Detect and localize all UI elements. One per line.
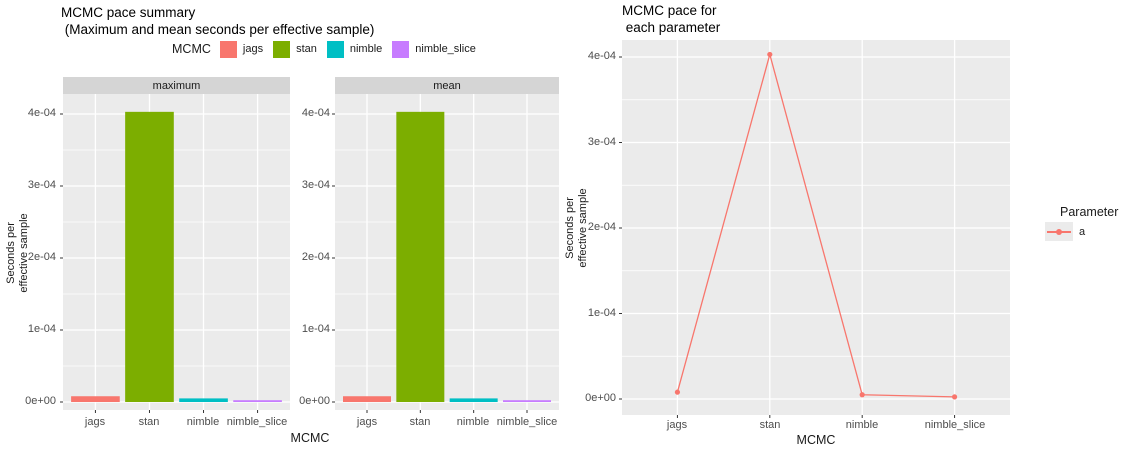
x-tick-label: nimble_slice (226, 416, 288, 428)
y-tick-label: 1e-04 (587, 307, 616, 319)
x-tick-label: nimble (456, 416, 490, 428)
y-tick-label: 0e+00 (25, 395, 56, 407)
y-tick-label: 4e-04 (301, 107, 330, 119)
legend-label: stan (296, 43, 317, 55)
legend-label: nimble (349, 43, 383, 55)
bar-chart-title: MCMC pace summary (Maximum and mean seco… (61, 5, 375, 37)
facet-strip-mean: mean (335, 77, 559, 94)
plot-panel-maximum (60, 94, 290, 413)
y-tick-label: 0e+00 (585, 392, 616, 404)
facet-strip-label: maximum (152, 79, 201, 92)
legend-label: nimble_slice (415, 43, 476, 55)
legend-item-nimble: nimble (326, 40, 383, 58)
x-tick-label: stan (759, 419, 781, 431)
pace-line (619, 40, 1010, 418)
x-tick-label: nimble_slice (924, 419, 986, 431)
legend-item-stan: stan (273, 40, 317, 58)
y-tick-label: 1e-04 (27, 323, 56, 335)
legend-key-dot (1056, 228, 1062, 235)
y-tick-label: 2e-04 (587, 221, 616, 233)
x-tick-label: stan (138, 416, 160, 428)
parameter-legend: Parameter a (1045, 205, 1125, 241)
y-tick-label: 3e-04 (587, 136, 616, 148)
x-tick-label: jags (356, 416, 378, 428)
nimble-slice-color-swatch (392, 40, 410, 58)
plot-panel-parameter (619, 40, 1010, 418)
bar-chart: MCMC pace summary (Maximum and mean seco… (0, 0, 560, 450)
mcmc-legend: MCMC jags stan nimble nimble_slice (172, 40, 486, 58)
x-tick-label: nimble_slice (496, 416, 558, 428)
legend-title: Parameter (1060, 205, 1119, 219)
plot-panel-mean (332, 94, 559, 413)
facet-strip-label: mean (433, 79, 461, 92)
legend-title: MCMC (172, 42, 211, 56)
legend-item-nimble-slice: nimble_slice (392, 40, 476, 58)
line-chart-title: MCMC pace for each parameter (622, 3, 721, 35)
x-tick-label: nimble (845, 419, 879, 431)
facet-strip-maximum: maximum (63, 77, 290, 94)
y-tick-label: 4e-04 (27, 107, 56, 119)
x-tick-label: jags (84, 416, 106, 428)
jags-color-swatch (219, 40, 237, 58)
y-tick-label: 4e-04 (587, 50, 616, 62)
y-tick-label: 2e-04 (301, 251, 330, 263)
stan-color-swatch (273, 40, 291, 58)
x-tick-label: nimble (186, 416, 220, 428)
legend-label: jags (242, 43, 264, 55)
y-tick-label: 1e-04 (301, 323, 330, 335)
y-tick-label: 3e-04 (27, 179, 56, 191)
bars-maximum (60, 94, 290, 413)
nimble-color-swatch (326, 40, 344, 58)
y-tick-label: 3e-04 (301, 179, 330, 191)
legend-label: a (1079, 225, 1086, 238)
legend-item-jags: jags (219, 40, 264, 58)
x-tick-label: jags (666, 419, 688, 431)
y-tick-label: 0e+00 (299, 395, 330, 407)
y-tick-label: 2e-04 (27, 251, 56, 263)
legend-key (1045, 222, 1073, 241)
x-axis-title: MCMC (290, 431, 330, 445)
x-tick-label: stan (409, 416, 431, 428)
bars-mean (332, 94, 559, 413)
x-axis-title: MCMC (796, 433, 836, 447)
